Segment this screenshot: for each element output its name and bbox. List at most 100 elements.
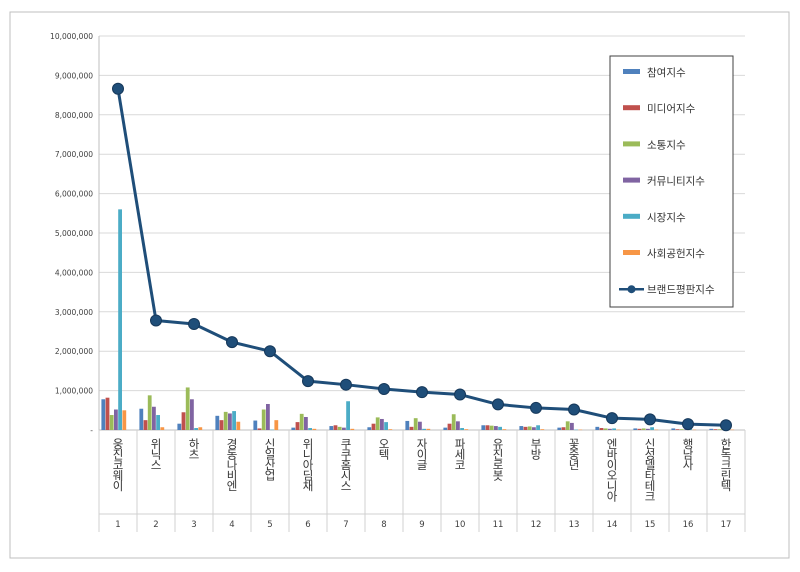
bar-소통지수 <box>413 418 418 430</box>
bar-커뮤니티지수 <box>494 426 498 430</box>
bar-참여지수 <box>671 428 676 430</box>
rank-label: 7 <box>343 520 348 530</box>
rank-label: 10 <box>455 520 466 530</box>
rank-label: 13 <box>569 520 580 530</box>
bar-소통지수 <box>527 426 532 430</box>
line-point <box>606 412 618 425</box>
bar-소통지수 <box>489 425 494 430</box>
rank-label: 11 <box>493 520 504 530</box>
bar-미디어지수 <box>143 420 148 430</box>
line-series <box>112 82 732 432</box>
bar-사회공헌지수 <box>160 427 165 430</box>
line-point <box>188 318 200 331</box>
bar-참여지수 <box>177 423 182 430</box>
category-label: 엔바이오니아 <box>605 438 619 503</box>
category-label: 부방 <box>529 438 543 460</box>
bar-참여지수 <box>215 415 220 430</box>
bar-시장지수 <box>156 415 160 430</box>
bar-사회공헌지수 <box>236 421 241 430</box>
bar-소통지수 <box>299 413 304 430</box>
bar-커뮤니티지수 <box>532 427 536 430</box>
bar-커뮤니티지수 <box>152 406 156 430</box>
legend-swatch <box>623 213 640 219</box>
legend-swatch-marker <box>627 285 636 294</box>
bar-소통지수 <box>717 429 722 430</box>
y-tick-label: - <box>90 426 93 435</box>
rank-label: 6 <box>305 520 310 530</box>
bar-커뮤니티지수 <box>380 418 384 430</box>
rank-label: 15 <box>645 520 656 530</box>
bar-참여지수 <box>101 399 106 430</box>
bar-참여지수 <box>709 428 714 430</box>
bar-커뮤니티지수 <box>646 428 650 430</box>
bar-참여지수 <box>443 427 448 430</box>
bar-소통지수 <box>337 426 342 430</box>
line-point <box>682 418 694 431</box>
bar-소통지수 <box>261 409 266 430</box>
bar-참여지수 <box>595 426 600 430</box>
line-point <box>644 413 656 426</box>
bar-소통지수 <box>375 417 380 430</box>
y-tick-label: 6,000,000 <box>55 190 93 199</box>
bar-미디어지수 <box>523 426 528 430</box>
bar-커뮤니티지수 <box>190 399 194 430</box>
category-label: 쿠쿠홈시스 <box>339 438 353 491</box>
legend-label: 커뮤니티지수 <box>647 176 705 188</box>
bar-사회공헌지수 <box>730 429 735 431</box>
category-label: 위닉스 <box>149 438 163 470</box>
line-point <box>492 398 504 411</box>
bar-사회공헌지수 <box>350 428 355 430</box>
bar-시장지수 <box>118 209 122 430</box>
bar-사회공헌지수 <box>692 429 697 431</box>
bar-사회공헌지수 <box>122 410 127 430</box>
category-label: 하츠 <box>187 437 201 459</box>
bar-사회공헌지수 <box>654 429 659 431</box>
bar-시장지수 <box>270 429 274 431</box>
category-label: 꽃중년 <box>567 438 581 470</box>
bar-시장지수 <box>498 426 502 430</box>
bar-소통지수 <box>147 395 152 430</box>
legend-label: 시장지수 <box>647 212 686 224</box>
bar-참여지수 <box>481 425 486 430</box>
bar-커뮤니티지수 <box>418 421 422 430</box>
bar-사회공헌지수 <box>502 429 507 430</box>
rank-label: 14 <box>607 520 618 530</box>
bar-사회공헌지수 <box>312 428 317 430</box>
bar-시장지수 <box>194 428 198 430</box>
bar-시장지수 <box>612 428 616 430</box>
y-tick-label: 2,000,000 <box>55 347 93 356</box>
bar-시장지수 <box>574 429 578 431</box>
bar-시장지수 <box>346 401 350 430</box>
bar-series <box>101 209 735 431</box>
legend-label: 미디어지수 <box>647 103 696 115</box>
line-point <box>454 388 466 401</box>
bar-시장지수 <box>536 425 540 430</box>
rank-label: 1 <box>115 520 120 530</box>
rank-label: 12 <box>531 520 542 530</box>
y-tick-label: 4,000,000 <box>55 268 93 277</box>
legend-swatch <box>623 177 640 183</box>
bar-소통지수 <box>109 415 114 430</box>
bar-커뮤니티지수 <box>266 403 270 430</box>
bar-소통지수 <box>603 428 608 430</box>
bar-미디어지수 <box>485 425 490 430</box>
bar-사회공헌지수 <box>426 428 431 430</box>
category-label: 신일산업 <box>263 438 277 481</box>
legend-swatch <box>623 69 640 74</box>
rank-label: 5 <box>267 520 272 530</box>
y-tick-label: 5,000,000 <box>55 229 93 238</box>
bar-커뮤니티지수 <box>114 409 118 430</box>
category-label: 경동나비엔 <box>225 437 239 491</box>
bar-소통지수 <box>565 421 570 430</box>
bar-미디어지수 <box>675 429 680 430</box>
legend-label: 브랜드평판지수 <box>647 284 715 296</box>
y-tick-label: 8,000,000 <box>55 111 93 120</box>
bar-시장지수 <box>422 428 426 430</box>
bar-참여지수 <box>557 427 562 430</box>
line-point <box>340 378 352 391</box>
bar-미디어지수 <box>181 412 186 430</box>
bar-소통지수 <box>641 428 646 430</box>
bar-사회공헌지수 <box>198 427 203 430</box>
